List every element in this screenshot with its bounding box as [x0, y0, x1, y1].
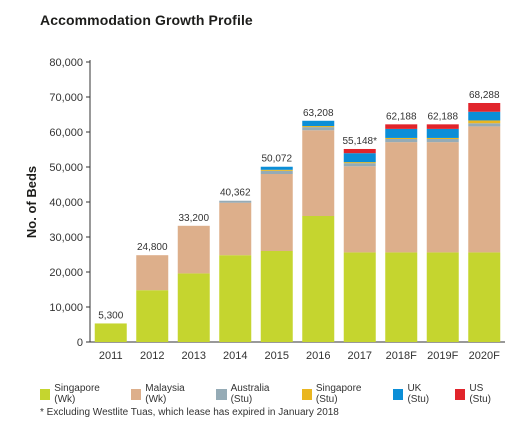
bar-segment [302, 126, 335, 128]
legend-swatch [216, 388, 227, 400]
x-tick-label: 2015 [265, 350, 289, 362]
legend-swatch [40, 388, 51, 400]
bar-total-label: 24,800 [137, 242, 168, 253]
x-tick-label: 2019F [427, 350, 458, 362]
legend-label: Malaysia (Wk) [145, 383, 185, 405]
bar-segment [426, 137, 459, 139]
y-tick-label: 60,000 [49, 127, 83, 139]
bar-segment [136, 290, 169, 342]
bar-segment [177, 273, 210, 342]
chart-area: No. of Beds 0 10,000 20,000 30,000 40,000 50,0… [24, 57, 505, 362]
legend-swatch [131, 388, 142, 400]
legend-swatch [301, 388, 312, 400]
y-tick-label: 10,000 [49, 302, 83, 314]
bar-total-label: 62,188 [386, 111, 417, 122]
y-tick-label: 30,000 [49, 232, 83, 244]
legend-item: Singapore (Stu) [301, 383, 382, 405]
legend-item: Singapore (Wk) [40, 383, 119, 405]
legend-swatch [393, 388, 404, 400]
bar-segment [468, 111, 501, 121]
chart-title: Accommodation Growth Profile [40, 12, 253, 28]
bar-segment [426, 128, 459, 138]
legend-item: UK (Stu) [393, 383, 443, 405]
bar-segment [385, 128, 418, 138]
x-tick-label: 2011 [99, 350, 123, 362]
bar-total-label: 62,188 [427, 111, 458, 122]
bar-segment [426, 142, 459, 253]
bar-segment [468, 252, 501, 342]
bar-segment [343, 153, 376, 163]
x-tick-label: 2017 [348, 350, 372, 362]
bar-total-label: 40,362 [220, 188, 251, 199]
bar-segment [260, 166, 293, 170]
legend-label: Australia (Stu) [230, 383, 270, 405]
bar-segment [426, 252, 459, 342]
x-tick-label: 2018F [386, 350, 417, 362]
legend-label: UK (Stu) [407, 383, 430, 405]
bar-segment [343, 162, 376, 164]
legend-label: Singapore (Stu) [315, 383, 362, 405]
x-tick-label: 2012 [140, 350, 164, 362]
bar-total-label: 68,288 [469, 90, 500, 101]
bar-total-label: 55,148* [343, 136, 378, 147]
legend-label: Singapore (Wk) [54, 383, 100, 405]
legend-item: Malaysia (Wk) [131, 383, 204, 405]
bar-segment [302, 130, 335, 216]
x-tick-label: 2016 [306, 350, 330, 362]
bar-segment [468, 126, 501, 253]
bar-segment [468, 102, 501, 112]
y-tick-label: 50,000 [49, 162, 83, 174]
bar-segment [260, 174, 293, 251]
bar-segment [385, 137, 418, 139]
bar-segment [260, 251, 293, 342]
bar-segment [260, 169, 293, 171]
y-tick-label: 20,000 [49, 267, 83, 279]
y-tick-label: 70,000 [49, 92, 83, 104]
bar-segment [426, 124, 459, 129]
bar-total-label: 5,300 [98, 310, 123, 321]
bar-segment [177, 225, 210, 274]
y-tick-label: 80,000 [49, 57, 83, 69]
y-tick-label: 0 [77, 337, 83, 349]
bar-segment [343, 166, 376, 253]
bar-segment [343, 148, 376, 154]
bar-segment [468, 120, 501, 124]
bar-segment [260, 170, 293, 174]
legend-item: US (Stu) [455, 383, 505, 405]
bar-segment [94, 323, 127, 342]
y-tick-label: 40,000 [49, 197, 83, 209]
x-tick-label: 2014 [223, 350, 247, 362]
bar-segment [136, 255, 169, 291]
bar-total-label: 63,208 [303, 108, 334, 119]
y-axis-title: No. of Beds [24, 166, 39, 238]
x-tick-label: 2020F [469, 350, 500, 362]
legend-item: Australia (Stu) [216, 383, 289, 405]
bar-segment [343, 252, 376, 342]
bar-segment [302, 120, 335, 127]
bar-segment [302, 216, 335, 342]
bar-segment [343, 163, 376, 167]
x-tick-label: 2013 [182, 350, 206, 362]
bar-segment [219, 202, 252, 256]
bar-total-label: 33,200 [178, 213, 209, 224]
bar-total-label: 50,072 [261, 154, 292, 165]
bar-segment [219, 200, 252, 203]
bar-segment [219, 255, 252, 342]
chart-footnote: * Excluding Westlite Tuas, which lease h… [40, 407, 339, 418]
bar-segment [385, 124, 418, 129]
legend-swatch [455, 388, 466, 400]
bar-segment [385, 139, 418, 143]
bar-segment [385, 252, 418, 342]
bar-segment [385, 142, 418, 253]
bar-segment [468, 123, 501, 127]
legend-label: US (Stu) [469, 383, 492, 405]
bar-segment [302, 127, 335, 131]
bar-segment [426, 139, 459, 143]
chart-legend: Singapore (Wk) Malaysia (Wk) Australia (St… [40, 383, 517, 405]
